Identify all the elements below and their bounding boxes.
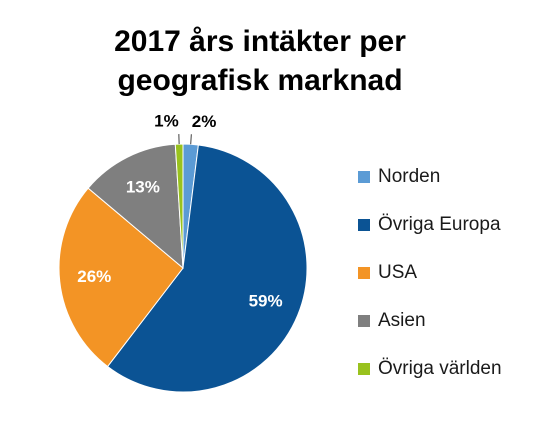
- pie-slice-ovriga-varlden: [174, 143, 184, 269]
- legend-item-norden: Norden: [358, 166, 528, 190]
- chart-title-line-2: geografisk marknad: [117, 64, 403, 97]
- legend-item-asien: Asien: [358, 310, 528, 334]
- data-label-ovriga-europa: 59%: [249, 291, 283, 310]
- legend: Norden Övriga Europa USA Asien Övriga världe…: [358, 166, 528, 406]
- legend-swatch-usa: [358, 267, 370, 279]
- pie-slice-ovriga-europa: [106, 144, 308, 393]
- legend-item-ovriga-europa: Övriga Europa: [358, 214, 528, 238]
- data-label-norden: 2%: [192, 112, 217, 131]
- pie-slice-asien: [87, 143, 184, 270]
- legend-label-ovriga-varlden: Övriga världen: [378, 358, 502, 379]
- legend-label-ovriga-europa: Övriga Europa: [378, 214, 501, 235]
- chart-title-line-1: 2017 års intäkter per: [114, 25, 406, 58]
- data-label-asien: 13%: [126, 178, 160, 197]
- legend-label-norden: Norden: [378, 166, 441, 187]
- legend-swatch-ovriga-europa: [358, 219, 370, 231]
- legend-item-usa: USA: [358, 262, 528, 286]
- legend-label-asien: Asien: [378, 310, 426, 331]
- legend-swatch-asien: [358, 315, 370, 327]
- legend-swatch-ovriga-varlden: [358, 363, 370, 375]
- legend-item-ovriga-varlden: Övriga världen: [358, 358, 528, 382]
- data-label-ovriga-varlden: 1%: [154, 112, 179, 131]
- pie-slice-usa: [58, 187, 184, 368]
- chart-title: 2017 års intäkter per geografisk marknad: [60, 22, 460, 100]
- leader-line-norden: [190, 134, 192, 145]
- legend-swatch-norden: [358, 171, 370, 183]
- legend-label-usa: USA: [378, 262, 418, 283]
- data-label-usa: 26%: [77, 267, 111, 286]
